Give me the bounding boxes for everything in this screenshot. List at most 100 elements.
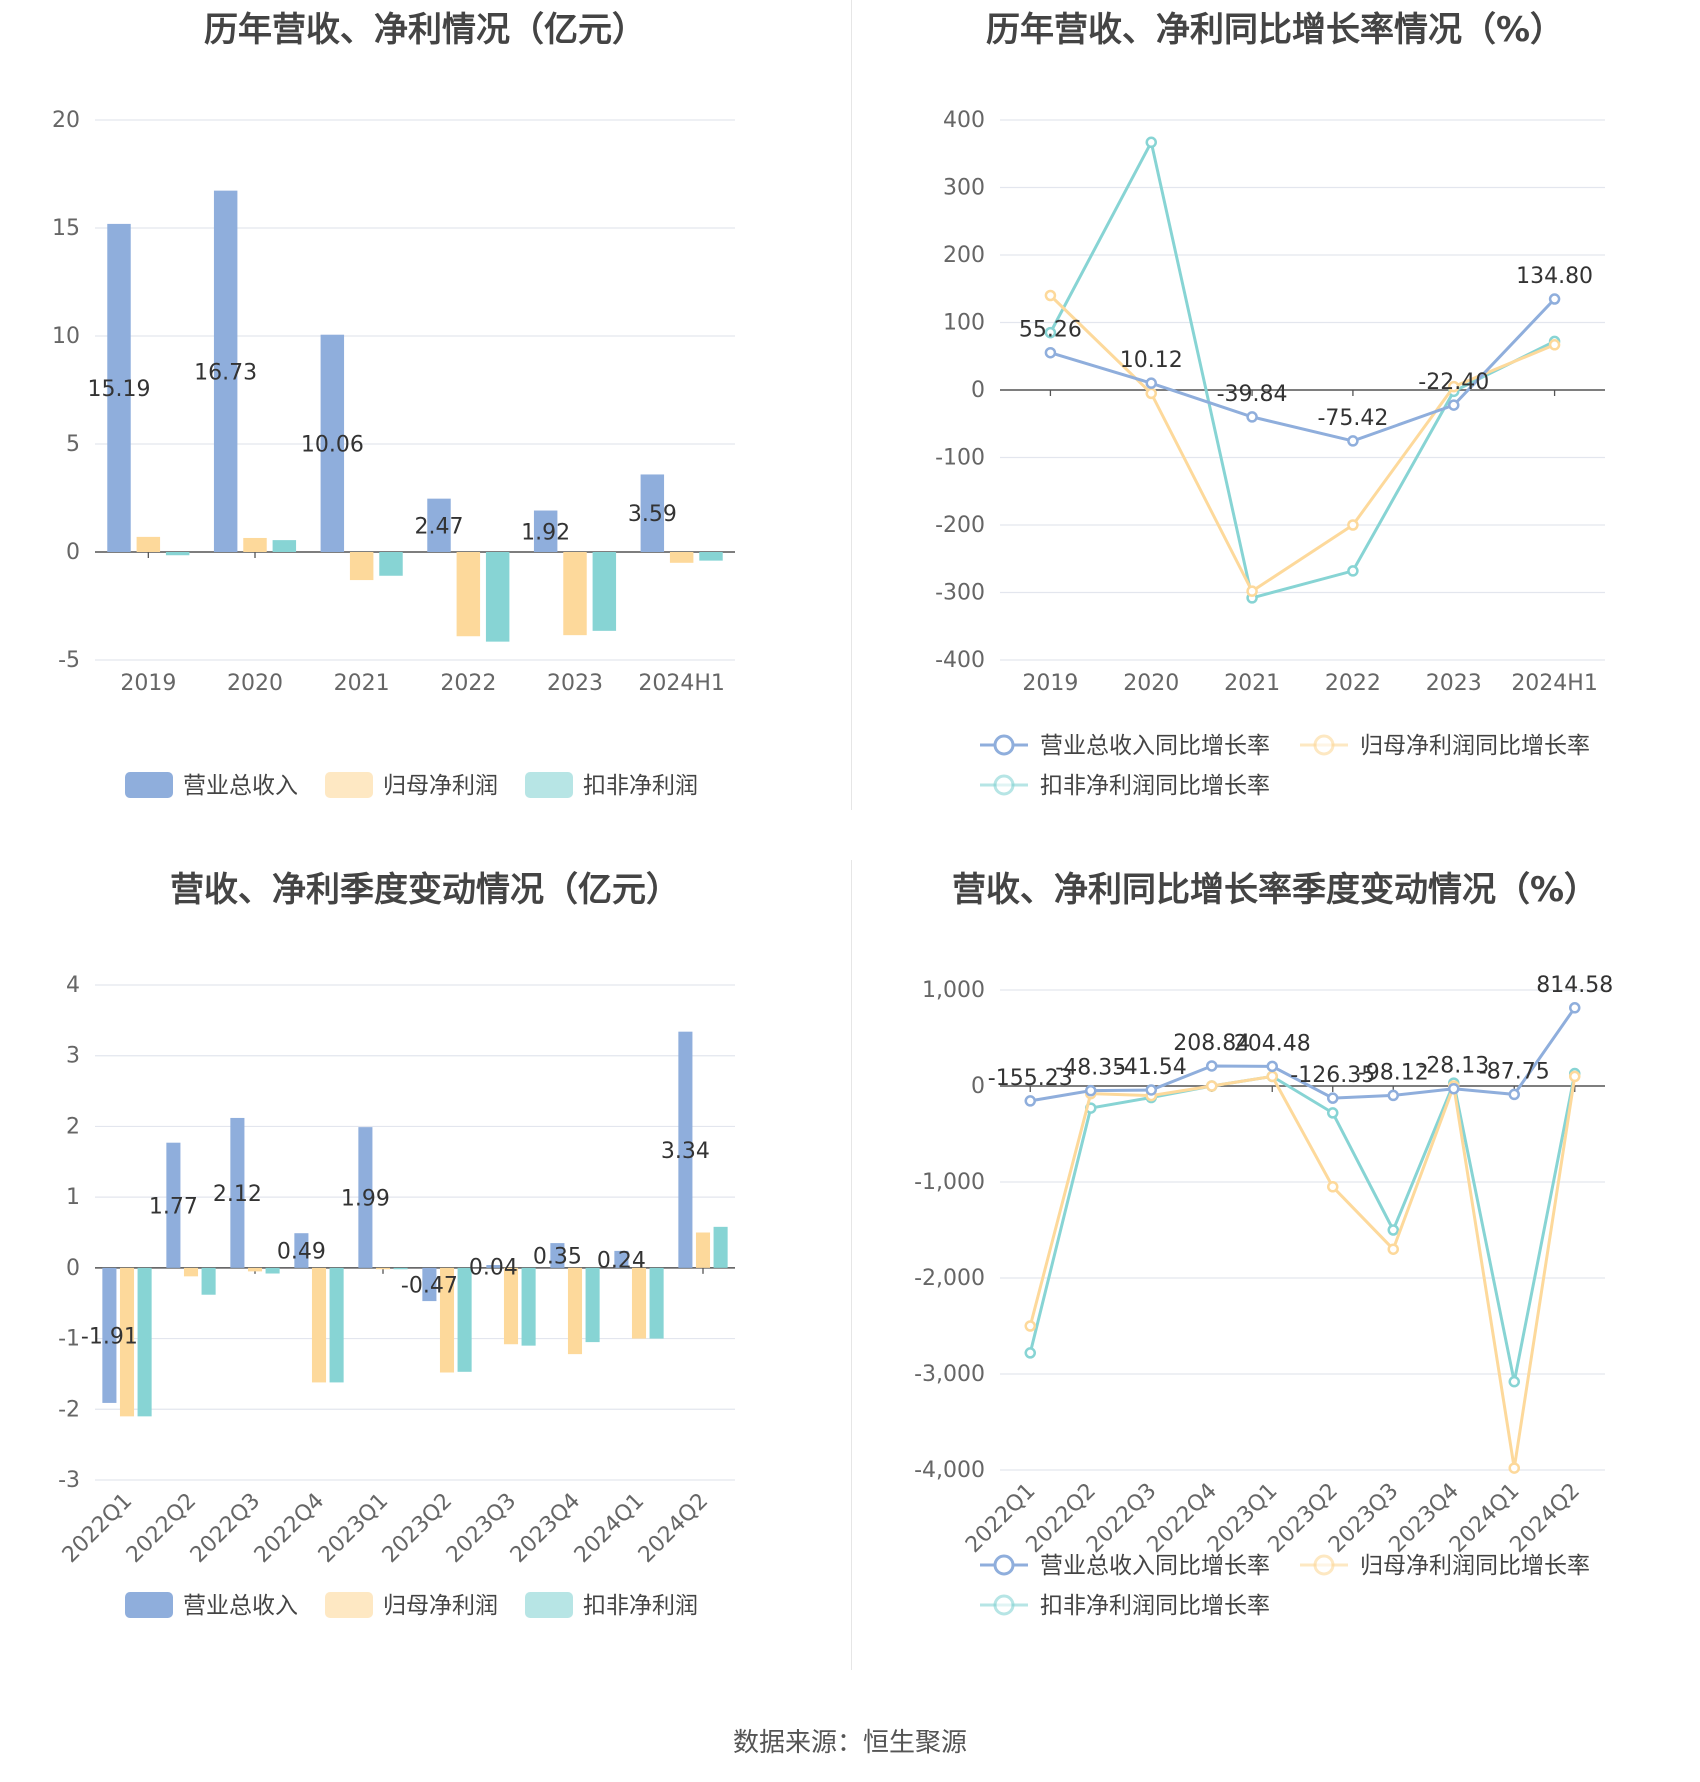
- bar-value-label: 0.49: [277, 1240, 326, 1265]
- data-source: 数据来源：恒生聚源: [732, 1728, 967, 1758]
- y-tick-label: 2: [66, 1114, 80, 1139]
- bar-value-label: 1.92: [521, 520, 570, 545]
- x-tick-label: 2021: [334, 671, 390, 696]
- legend-label: 归母净利润同比增长率: [1360, 1553, 1590, 1579]
- series-line-revenue: [1029, 1006, 1576, 1103]
- x-tick-label: 2020: [1123, 671, 1179, 696]
- bar-net: [247, 1267, 263, 1272]
- line-value-label: -28.13: [1418, 1054, 1489, 1079]
- legend-swatch-deduct: [525, 772, 573, 798]
- chart-title: 历年营收、净利情况（亿元）: [204, 10, 646, 50]
- line-value-label: 55.26: [1019, 318, 1082, 343]
- bar-net: [349, 552, 374, 581]
- bar-deduct: [521, 1267, 536, 1346]
- y-tick-label: 0: [971, 378, 985, 403]
- bar-value-label: 0.35: [533, 1244, 582, 1269]
- series-point-net: [1024, 1320, 1036, 1332]
- series-point-deduct: [1347, 565, 1359, 577]
- annual-amount-panel: 历年营收、净利情况（亿元） 20 15 10 5 0 -5 2019 2020 2021 2022…: [0, 0, 850, 860]
- line-value-label: 204.48: [1234, 1031, 1311, 1056]
- series-point-net: [1569, 1070, 1581, 1083]
- y-tick-label: -1,000: [914, 1170, 985, 1195]
- bar-revenue: [640, 474, 665, 552]
- bar-net: [669, 552, 694, 563]
- bar-deduct: [485, 552, 510, 642]
- legend-label: 营业总收入同比增长率: [1040, 1553, 1270, 1579]
- bar-deduct: [713, 1226, 728, 1268]
- bar-revenue: [294, 1233, 309, 1268]
- y-tick-label: 15: [52, 216, 80, 241]
- line-value-label: -87.75: [1479, 1059, 1550, 1084]
- bar-revenue: [422, 1267, 437, 1302]
- x-tick-label: 2024Q2: [634, 1489, 713, 1568]
- y-tick-label: 400: [943, 108, 985, 133]
- x-tick-label: 2019: [1022, 671, 1078, 696]
- y-tick-label: 0: [971, 1074, 985, 1099]
- legend-label: 营业总收入: [183, 1593, 298, 1619]
- bar-value-label: 15.19: [88, 377, 151, 402]
- x-tick-label: 2021: [1224, 671, 1280, 696]
- bar-revenue: [427, 498, 451, 552]
- legend-label: 归母净利润: [383, 773, 498, 799]
- bar-value-label: -0.47: [401, 1273, 458, 1298]
- x-tick-label: 2023Q2: [378, 1489, 457, 1568]
- bar-deduct: [649, 1267, 664, 1339]
- y-tick-label: 1,000: [922, 978, 985, 1003]
- series-point-net: [1548, 339, 1561, 351]
- y-tick-label: -1: [58, 1327, 80, 1352]
- line-value-label: -22.40: [1418, 370, 1489, 395]
- bar-net: [375, 1267, 391, 1270]
- y-tick-label: 100: [943, 311, 985, 336]
- series-line-net: [1049, 294, 1556, 594]
- legend-label: 扣非净利润同比增长率: [1040, 773, 1270, 799]
- series-point-revenue: [1145, 1084, 1157, 1096]
- vertical-divider: [851, 0, 852, 810]
- bar-value-label: 3.34: [661, 1139, 710, 1164]
- y-tick-label: -3,000: [914, 1362, 985, 1387]
- y-tick-label: 200: [943, 243, 985, 268]
- bar-deduct: [265, 1267, 280, 1274]
- series-point-revenue: [1206, 1060, 1218, 1072]
- y-tick-label: -2,000: [914, 1266, 985, 1291]
- legend-label: 归母净利润: [383, 1593, 498, 1619]
- series-point-revenue: [1387, 1089, 1399, 1102]
- bar-deduct: [272, 540, 297, 552]
- bar-net: [456, 552, 481, 637]
- chart-title: 历年营收、净利同比增长率情况（%）: [985, 10, 1565, 50]
- bar-revenue: [486, 1265, 501, 1268]
- line-value-label: -75.42: [1317, 406, 1388, 431]
- legend-swatch-net: [325, 1592, 373, 1618]
- bar-value-label: 2.12: [213, 1182, 262, 1207]
- legend-swatch-net: [325, 772, 373, 798]
- y-tick-label: 20: [52, 108, 80, 133]
- legend-marker-revenue: [993, 1554, 1015, 1576]
- series-point-net: [1448, 380, 1460, 393]
- series-point-revenue: [1448, 1082, 1460, 1095]
- bar-value-label: 2.47: [415, 514, 464, 539]
- line-value-label: 208.84: [1173, 1031, 1250, 1056]
- bar-deduct: [699, 552, 723, 561]
- y-tick-label: -3: [58, 1468, 80, 1493]
- series-point-net: [1508, 1462, 1520, 1474]
- line-value-label: 814.58: [1536, 973, 1613, 998]
- series-point-net: [1246, 585, 1258, 597]
- line-value-label: 10.12: [1120, 348, 1183, 373]
- line-value-label: -155.23: [988, 1066, 1073, 1091]
- series-point-net: [1347, 519, 1359, 531]
- series-point-revenue: [1448, 399, 1460, 411]
- x-tick-label: 2022: [440, 671, 496, 696]
- series-point-net: [1044, 289, 1057, 302]
- x-tick-label: 2020: [227, 671, 283, 696]
- y-tick-label: -4,000: [914, 1458, 985, 1483]
- bar-net: [136, 536, 161, 552]
- bar-net: [567, 1267, 583, 1355]
- y-tick-label: 10: [52, 324, 80, 349]
- chart-title: 营收、净利季度变动情况（亿元）: [170, 870, 680, 910]
- y-tick-label: 5: [66, 432, 80, 457]
- series-point-deduct: [1145, 136, 1157, 149]
- x-tick-label: 2022Q1: [58, 1489, 137, 1568]
- bar-value-label: 10.06: [301, 432, 364, 457]
- line-value-label: -39.84: [1217, 382, 1288, 407]
- bar-value-label: 3.59: [628, 502, 677, 527]
- series-point-revenue: [1548, 293, 1561, 305]
